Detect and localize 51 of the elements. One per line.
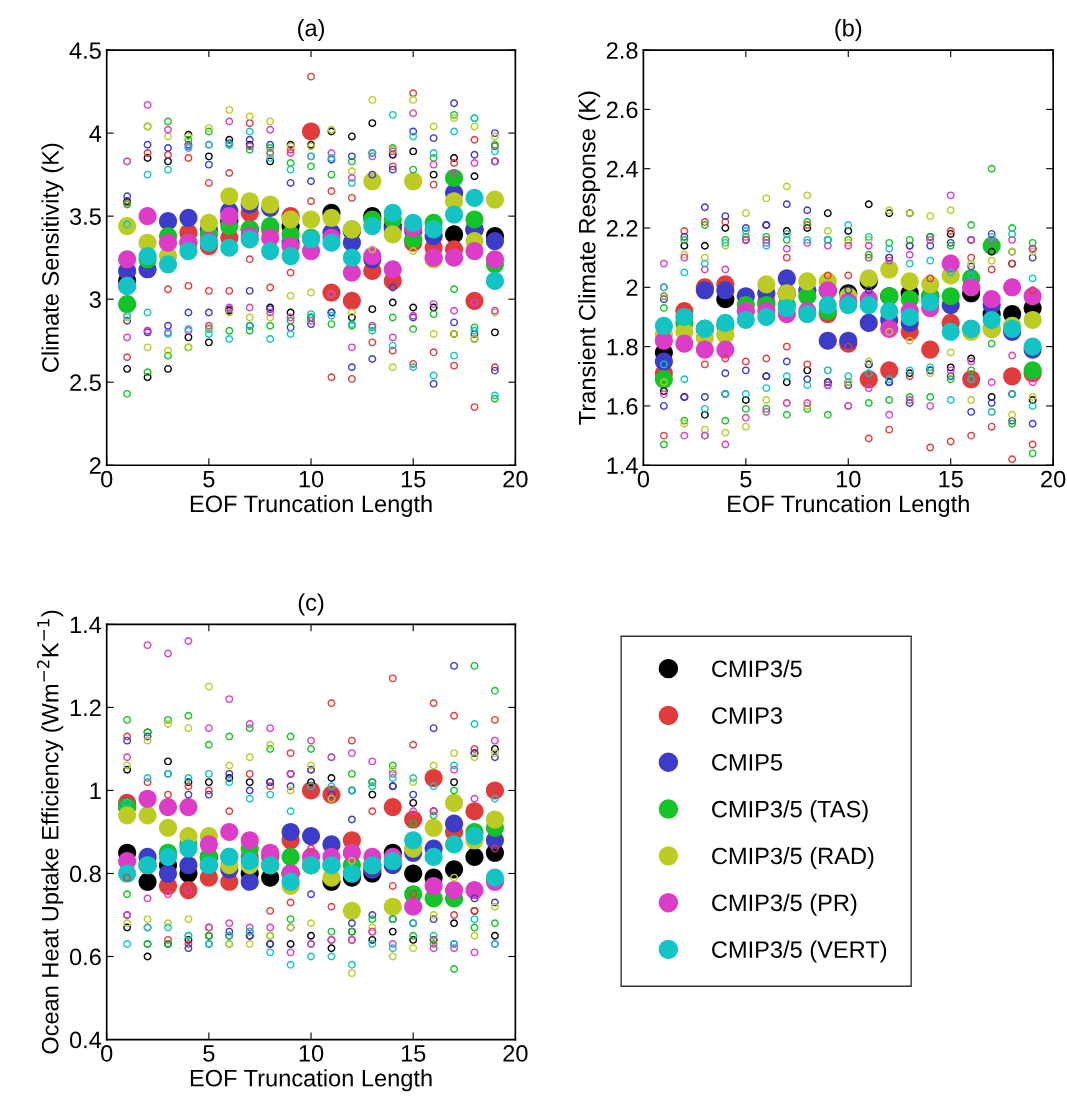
legend-label: CMIP3/5 (TAS) <box>712 800 868 823</box>
y-tick-label: 2.5 <box>70 374 101 391</box>
x-tick-label: 20 <box>503 470 528 488</box>
legend-label: CMIP3/5 <box>712 659 802 678</box>
x-tick-label: 20 <box>1041 470 1066 488</box>
y-tick-label: 3 <box>89 291 101 308</box>
y-tick-label: 1.4 <box>607 457 638 474</box>
x-axis-title: EOF Truncation Length <box>190 1069 432 1092</box>
x-tick-label: 15 <box>401 1045 426 1062</box>
x-tick-label: 10 <box>299 470 324 488</box>
x-axis-title: EOF Truncation Length <box>190 494 432 517</box>
y-tick-label: 2.2 <box>606 220 638 237</box>
legend-label: CMIP3/5 (PR) <box>712 893 857 916</box>
chart-title: (b) <box>835 19 862 42</box>
x-tick-label: 15 <box>939 470 963 488</box>
chart-title: (a) <box>298 19 324 42</box>
y-tick-label: 1.6 <box>607 398 638 415</box>
y-axis-title: Climate Sensitivity (K) <box>41 143 64 372</box>
y-axis-title: Transient Climate Response (K) <box>578 91 601 425</box>
y-axis-title: Ocean Heat Uptake Efficiency (Wm$^{−2}$K$^{−1}$) <box>37 610 64 1054</box>
y-tick-label: 2.6 <box>606 101 638 119</box>
x-tick-label: 5 <box>203 1045 215 1062</box>
y-tick-label: 2 <box>89 457 101 474</box>
x-tick-label: 10 <box>836 470 861 488</box>
x-tick-label: 20 <box>503 1045 528 1062</box>
legend-label: CMIP5 <box>712 754 783 771</box>
y-tick-label: 2.4 <box>606 160 638 178</box>
x-tick-label: 5 <box>740 470 752 488</box>
x-tick-label: 5 <box>203 470 215 488</box>
y-tick-label: 1 <box>90 782 101 800</box>
y-tick-label: 1.2 <box>70 699 101 716</box>
x-tick-label: 15 <box>401 470 426 488</box>
x-tick-label: 0 <box>101 470 113 488</box>
y-tick-label: 1.4 <box>70 616 102 633</box>
y-tick-label: 4.5 <box>69 42 101 59</box>
x-tick-label: 0 <box>637 470 650 488</box>
y-tick-label: 0.6 <box>69 948 101 966</box>
y-tick-label: 4 <box>89 125 102 142</box>
x-tick-label: 10 <box>299 1045 324 1062</box>
y-tick-label: 2.8 <box>606 42 638 59</box>
y-tick-label: 1.8 <box>607 338 638 356</box>
x-axis-title: EOF Truncation Length <box>728 494 969 517</box>
legend-label: CMIP3/5 (VERT) <box>712 940 887 963</box>
y-tick-label: 2 <box>626 279 638 296</box>
legend-label: CMIP3 <box>712 707 782 724</box>
y-tick-label: 0.4 <box>69 1031 102 1049</box>
chart-title: (c) <box>298 593 324 616</box>
x-tick-label: 0 <box>101 1045 113 1062</box>
legend-label: CMIP3/5 (RAD) <box>712 847 874 870</box>
y-tick-label: 0.8 <box>69 865 101 883</box>
y-tick-label: 3.5 <box>69 208 101 225</box>
